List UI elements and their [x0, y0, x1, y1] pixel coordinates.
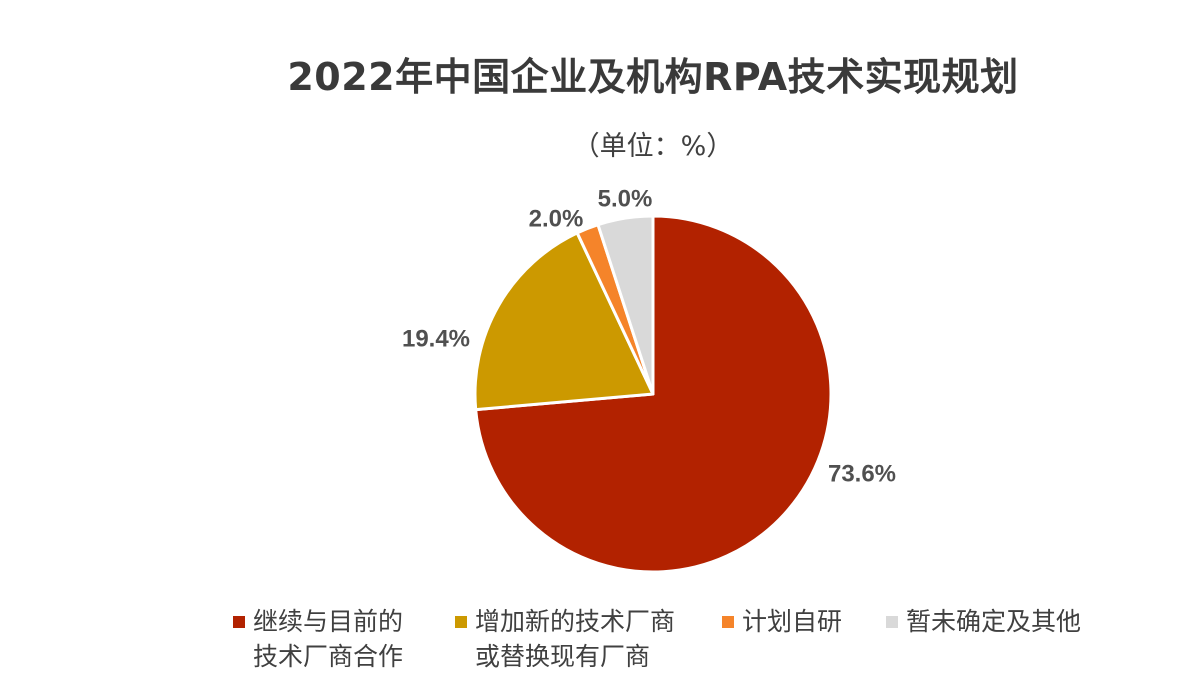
legend-label: 计划自研	[742, 607, 843, 636]
pie-slice-add-or-replace-vendor	[473, 231, 655, 412]
legend-swatch	[455, 616, 467, 628]
legend-label: 暂未确定及其他	[906, 607, 1082, 636]
pie-slices	[473, 214, 833, 574]
legend-label: 继续与目前的 技术厂商合作	[253, 607, 404, 671]
chart-subtitle: （单位：%）	[572, 131, 734, 162]
legend-swatch	[722, 616, 734, 628]
legend-item-undecided-other: 暂未确定及其他	[886, 604, 1081, 639]
data-label-add-or-replace-vendor: 19.4%	[402, 325, 470, 352]
chart-title: 2022年中国企业及机构RPA技术实现规划	[287, 55, 1019, 99]
chart-legend: 继续与目前的 技术厂商合作 增加新的技术厂商 或替换现有厂商 计划自研 暂未确定…	[0, 604, 1194, 684]
legend-item-self-develop: 计划自研	[722, 604, 842, 639]
legend-swatch	[886, 616, 898, 628]
legend-label: 增加新的技术厂商 或替换现有厂商	[475, 607, 676, 671]
legend-item-continue-vendor: 继续与目前的 技术厂商合作	[233, 604, 403, 674]
pie-slice-undecided-other	[596, 214, 655, 396]
data-label-undecided-other: 5.0%	[598, 185, 653, 212]
data-label-continue-vendor: 73.6%	[828, 460, 896, 487]
legend-swatch	[233, 616, 245, 628]
data-label-self-develop: 2.0%	[529, 205, 584, 232]
legend-item-add-or-replace-vendor: 增加新的技术厂商 或替换现有厂商	[455, 604, 675, 674]
pie-chart: 73.6% 19.4% 2.0% 5.0%	[402, 185, 896, 574]
pie-data-labels: 73.6% 19.4% 2.0% 5.0%	[402, 185, 896, 487]
